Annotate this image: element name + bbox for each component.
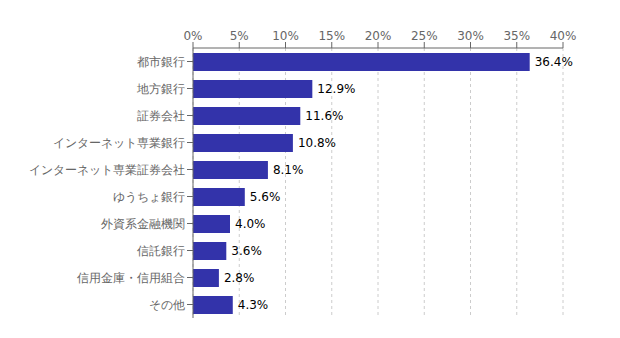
svg-text:35%: 35%: [503, 29, 530, 43]
svg-text:5%: 5%: [230, 29, 249, 43]
svg-text:インターネット専業証券会社: インターネット専業証券会社: [29, 163, 185, 177]
svg-text:外資系金融機関: 外資系金融機関: [101, 217, 185, 231]
svg-text:都市銀行: 都市銀行: [137, 55, 185, 69]
svg-text:10%: 10%: [272, 29, 299, 43]
svg-text:その他: その他: [149, 298, 185, 312]
svg-text:ゆうちょ銀行: ゆうちょ銀行: [113, 190, 185, 204]
svg-text:信託銀行: 信託銀行: [137, 244, 185, 258]
svg-text:4.0%: 4.0%: [235, 217, 266, 231]
svg-text:40%: 40%: [550, 29, 577, 43]
svg-text:3.6%: 3.6%: [231, 244, 261, 258]
svg-text:0%: 0%: [183, 29, 202, 43]
svg-text:25%: 25%: [411, 29, 438, 43]
svg-text:15%: 15%: [318, 29, 345, 43]
svg-text:2.8%: 2.8%: [224, 271, 255, 285]
svg-text:10.8%: 10.8%: [298, 136, 336, 150]
svg-text:証券会社: 証券会社: [137, 109, 185, 123]
svg-text:20%: 20%: [365, 29, 392, 43]
svg-text:8.1%: 8.1%: [273, 163, 304, 177]
svg-text:地方銀行: 地方銀行: [136, 82, 185, 96]
svg-text:30%: 30%: [457, 29, 484, 43]
svg-text:4.3%: 4.3%: [238, 298, 269, 312]
svg-text:インターネット専業銀行: インターネット専業銀行: [53, 136, 185, 150]
svg-text:11.6%: 11.6%: [305, 109, 343, 123]
svg-text:36.4%: 36.4%: [535, 55, 573, 69]
svg-text:12.9%: 12.9%: [317, 82, 355, 96]
svg-text:5.6%: 5.6%: [250, 190, 280, 204]
svg-text:信用金庫・信用組合: 信用金庫・信用組合: [77, 271, 185, 285]
